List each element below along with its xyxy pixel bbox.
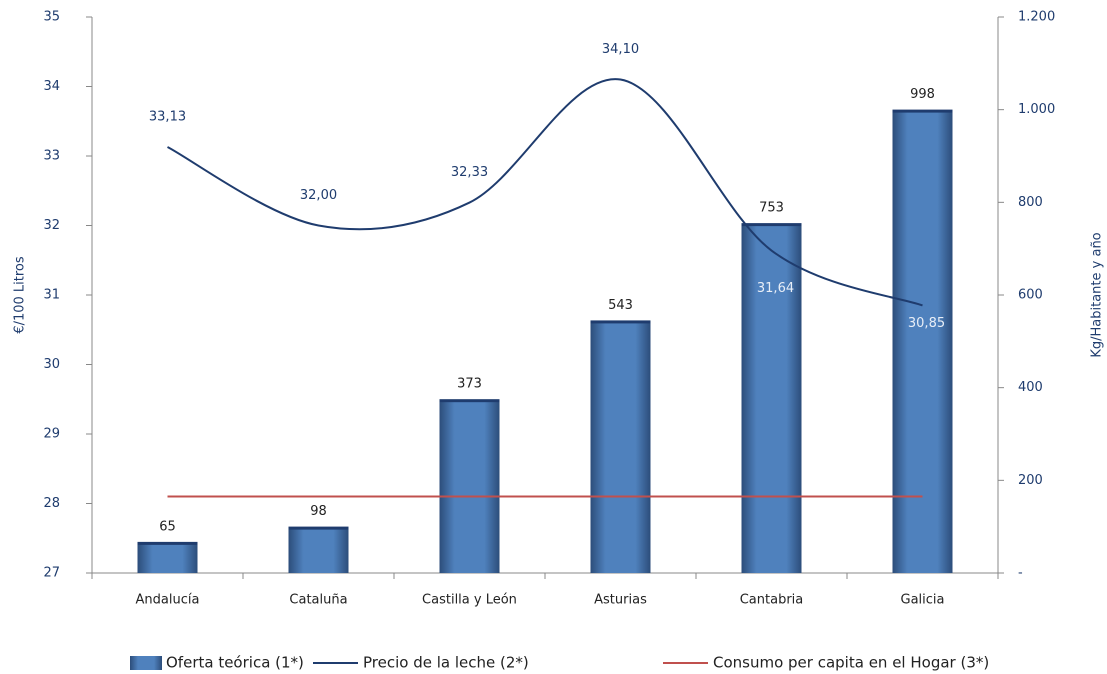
x-tick-label: Cantabria (740, 593, 804, 608)
y2-tick-label: 1.000 (1018, 102, 1055, 117)
x-tick-label: Andalucía (136, 593, 200, 608)
y2-tick-label: 400 (1018, 380, 1043, 395)
legend-label: Precio de la leche (2*) (363, 654, 529, 672)
y-tick-label: 28 (43, 496, 60, 511)
x-tick-label: Galicia (901, 593, 945, 608)
y-tick-label: 31 (43, 288, 60, 303)
bar-label: 753 (759, 201, 784, 216)
x-tick-label: Castilla y León (422, 593, 517, 608)
bar-label: 543 (608, 298, 633, 313)
y-tick-label: 34 (43, 79, 60, 94)
bar-label: 65 (159, 519, 176, 534)
bar (741, 224, 802, 574)
y-axis-label: €/100 Litros (13, 256, 28, 334)
y2-tick-label: 200 (1018, 473, 1043, 488)
y-tick-label: 30 (43, 357, 60, 372)
y-tick-label: 35 (43, 10, 60, 25)
bar-top (741, 223, 802, 227)
bar (288, 527, 349, 573)
line-label: 30,85 (908, 316, 945, 331)
bar-label: 998 (910, 87, 935, 102)
legend-label: Oferta teórica (1*) (166, 654, 304, 672)
y-tick-label: 33 (43, 149, 60, 164)
y2-tick-label: 600 (1018, 288, 1043, 303)
y-tick-label: 32 (43, 218, 60, 233)
line-label: 34,10 (602, 42, 639, 57)
y-tick-label: 29 (43, 427, 60, 442)
line-label: 31,64 (757, 281, 794, 296)
y-tick-label: 27 (43, 566, 60, 581)
line-label: 32,33 (451, 165, 488, 180)
bar-top (288, 526, 349, 530)
bar-top (137, 541, 198, 545)
y2-tick-label: - (1018, 566, 1023, 581)
y2-tick-label: 1.200 (1018, 10, 1055, 25)
legend-label: Consumo per capita en el Hogar (3*) (713, 654, 989, 672)
bar (590, 321, 651, 573)
bar (439, 400, 500, 573)
x-tick-label: Asturias (594, 593, 647, 608)
bar-label: 373 (457, 377, 482, 392)
line-label: 32,00 (300, 188, 337, 203)
y2-tick-label: 800 (1018, 195, 1043, 210)
bar (137, 542, 198, 573)
line-label: 33,13 (149, 109, 186, 124)
y2-axis-label: Kg/Habitante y año (1090, 232, 1105, 357)
bar-top (439, 399, 500, 403)
line (167, 78, 923, 307)
x-tick-label: Cataluña (289, 593, 347, 608)
bar-top (892, 109, 953, 113)
bar-top (590, 320, 651, 324)
bar (892, 110, 953, 574)
bar-label: 98 (310, 504, 327, 519)
legend-swatch (130, 656, 162, 670)
